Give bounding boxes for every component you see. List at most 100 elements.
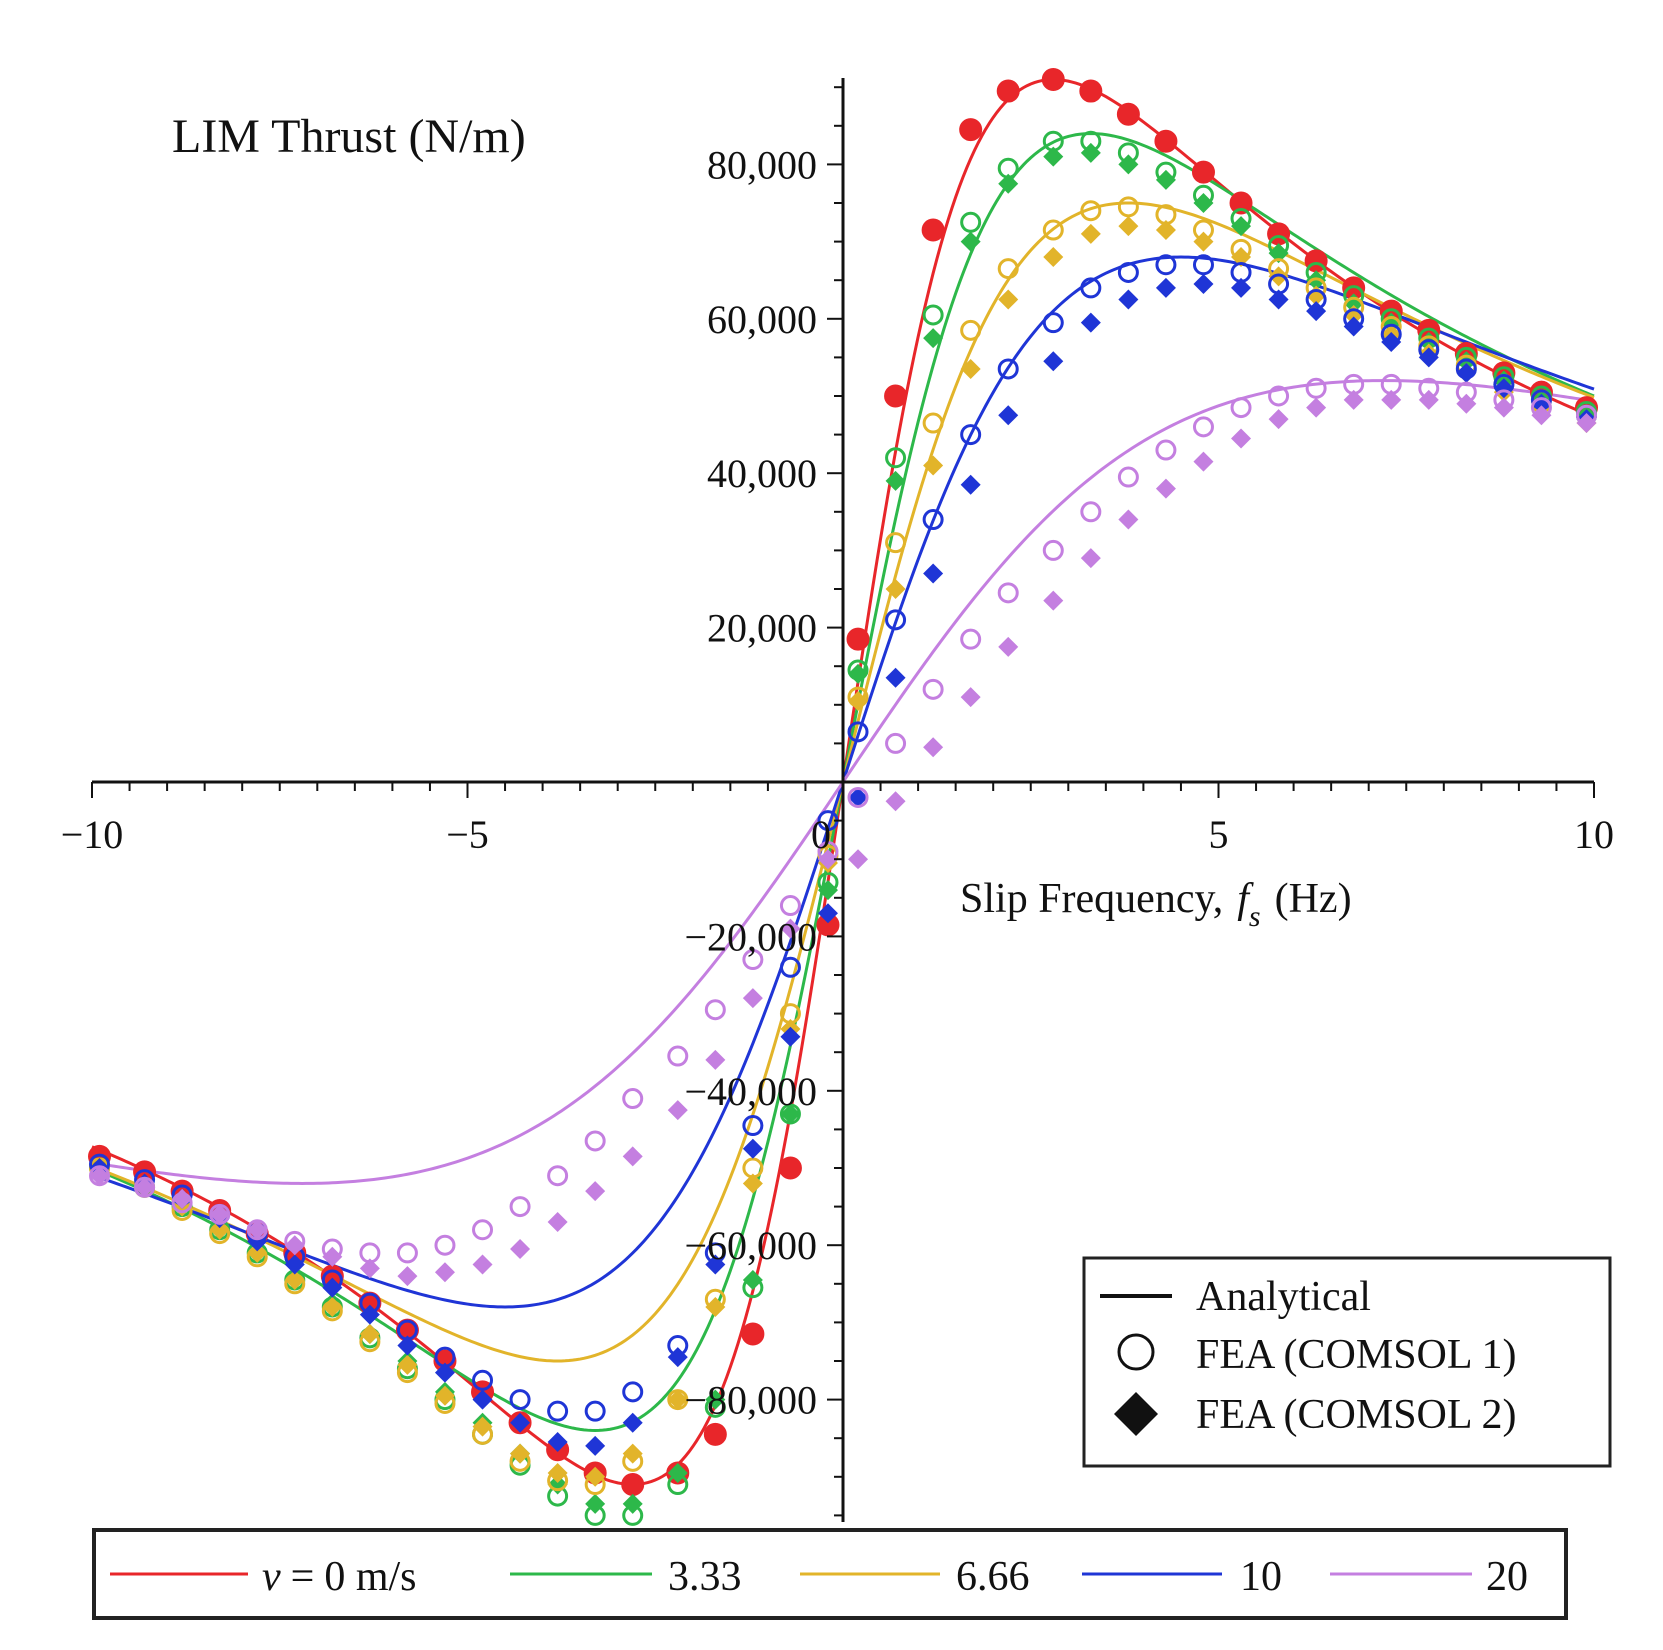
fea2-point-v6.66 — [923, 455, 944, 476]
fea1-point-v20 — [622, 1088, 644, 1110]
fea1-point-v10 — [472, 1369, 494, 1391]
fea1-point-v20 — [922, 678, 944, 700]
x-tick-labels: −10 −5 0 5 10 — [61, 812, 1614, 857]
fea2-point-v20 — [742, 988, 763, 1009]
fea2-point-v3.33 — [817, 880, 838, 901]
fea1-point-v0 — [1229, 191, 1253, 215]
fea2-point-v10 — [1268, 289, 1289, 310]
fea2-point-v20 — [585, 1181, 606, 1202]
fea2-point-v6.66 — [998, 289, 1019, 310]
x-axis-label-unit: (Hz) — [1275, 876, 1352, 922]
fea1-point-v10 — [1117, 261, 1139, 283]
fea2-point-v3.33 — [622, 1493, 643, 1514]
fea2-point-v10 — [742, 1138, 763, 1159]
fea2-point-v3.33 — [780, 1103, 801, 1124]
fea2-point-v20 — [1343, 389, 1364, 410]
fea2-point-v10 — [923, 563, 944, 584]
x-tick-label: −5 — [446, 812, 489, 857]
fea1-point-v0 — [959, 118, 983, 142]
fea1-point-v10 — [922, 509, 944, 531]
fea2-point-v20 — [1155, 478, 1176, 499]
legend-label-v20: 20 — [1486, 1554, 1528, 1600]
fea2-point-v6.66 — [585, 1466, 606, 1487]
fea2-point-v20 — [359, 1258, 380, 1279]
fea2-point-v20 — [780, 918, 801, 939]
fea1-point-v20 — [997, 582, 1019, 604]
fea1-point-v20 — [742, 949, 764, 971]
x-axis-label-sub: s — [1249, 900, 1261, 933]
fea2-point-v6.66 — [848, 690, 869, 711]
fea2-point-v10 — [1456, 362, 1477, 383]
y-tick-labels: 80,000 60,000 40,000 20,000 −20,000 −40,000 −6… — [684, 142, 817, 1422]
fea2-point-v20 — [1268, 409, 1289, 430]
x-tick-label: 5 — [1209, 812, 1229, 857]
fea2-point-v10 — [622, 1412, 643, 1433]
fea1-point-v20 — [472, 1219, 494, 1241]
fea1-point-v20 — [1192, 416, 1214, 438]
fea2-point-v10 — [1080, 312, 1101, 333]
fea2-point-v10 — [359, 1304, 380, 1325]
fea2-point-v20 — [89, 1165, 110, 1186]
fea2-point-v6.66 — [667, 1389, 688, 1410]
fea2-point-v6.66 — [885, 579, 906, 599]
fea2-point-v20 — [1576, 413, 1597, 434]
fea1-point-v10 — [547, 1400, 569, 1422]
fea1-point-v10 — [584, 1400, 606, 1422]
fea1-point-v0 — [846, 627, 870, 651]
y-tick-label: −60,000 — [684, 1223, 817, 1268]
fea1-point-v10 — [960, 424, 982, 446]
fea2-point-v6.66 — [960, 358, 981, 379]
fea2-point-v10 — [585, 1435, 606, 1456]
fea2-point-v10 — [397, 1335, 418, 1356]
fea2-point-v20 — [510, 1239, 531, 1260]
fea1-point-v6.66 — [1042, 219, 1064, 241]
fea2-point-v10 — [667, 1347, 688, 1368]
fea2-point-v20 — [998, 636, 1019, 657]
fea2-point-v20 — [1193, 451, 1214, 472]
fea2-point-v20 — [134, 1177, 155, 1198]
fea1-point-v10 — [885, 609, 907, 631]
fea2-point-v20 — [397, 1266, 418, 1287]
fea1-point-v10 — [742, 1115, 764, 1137]
fea2-point-v20 — [1043, 590, 1064, 611]
fea2-point-v6.66 — [247, 1242, 268, 1263]
fea1-point-v3.33 — [960, 211, 982, 233]
fea2-point-v10 — [1043, 351, 1064, 372]
circle-legend-marker — [1117, 1333, 1155, 1371]
fea2-point-v6.66 — [434, 1385, 455, 1406]
fea2-point-v20 — [209, 1204, 230, 1225]
y-tick-label: 40,000 — [707, 451, 817, 496]
fea2-point-v3.33 — [998, 173, 1019, 194]
fea2-point-v20 — [705, 1049, 726, 1070]
fea2-point-v20 — [1531, 405, 1552, 426]
fea1-point-v20 — [847, 786, 869, 808]
fea1-point-v3.33 — [922, 304, 944, 326]
fea2-point-v3.33 — [960, 231, 981, 252]
fea2-point-v6.66 — [359, 1323, 380, 1344]
x-axis-label: Slip Frequency, fs (Hz) — [960, 876, 1352, 933]
fea2-point-v20 — [284, 1235, 305, 1256]
fea2-point-v3.33 — [742, 1269, 763, 1290]
fea2-point-v10 — [705, 1254, 726, 1275]
fea2-point-v6.66 — [209, 1219, 230, 1240]
y-tick-label: 80,000 — [707, 142, 817, 187]
fea2-point-v3.33 — [1231, 216, 1252, 237]
fea1-point-v0 — [741, 1322, 765, 1346]
y-minor-ticks — [827, 86, 843, 1517]
fea2-point-v10 — [1155, 277, 1176, 298]
fea2-point-v3.33 — [667, 1462, 688, 1483]
y-tick-label: 20,000 — [707, 606, 817, 651]
legend-label-v3: 3.33 — [668, 1554, 742, 1600]
fea2-point-v3.33 — [1118, 154, 1139, 175]
fea2-point-v6.66 — [284, 1269, 305, 1290]
fea1-point-v20 — [509, 1196, 531, 1218]
fea2-point-v3.33 — [1268, 243, 1289, 264]
y-tick-label: −20,000 — [684, 914, 817, 959]
fea1-point-v0 — [778, 1156, 802, 1180]
fea2-point-v3.33 — [705, 1389, 726, 1410]
fea2-point-v10 — [322, 1277, 343, 1298]
fea2-point-v3.33 — [585, 1493, 606, 1514]
fea2-point-v20 — [923, 737, 944, 758]
fea1-point-v0 — [1041, 67, 1065, 91]
